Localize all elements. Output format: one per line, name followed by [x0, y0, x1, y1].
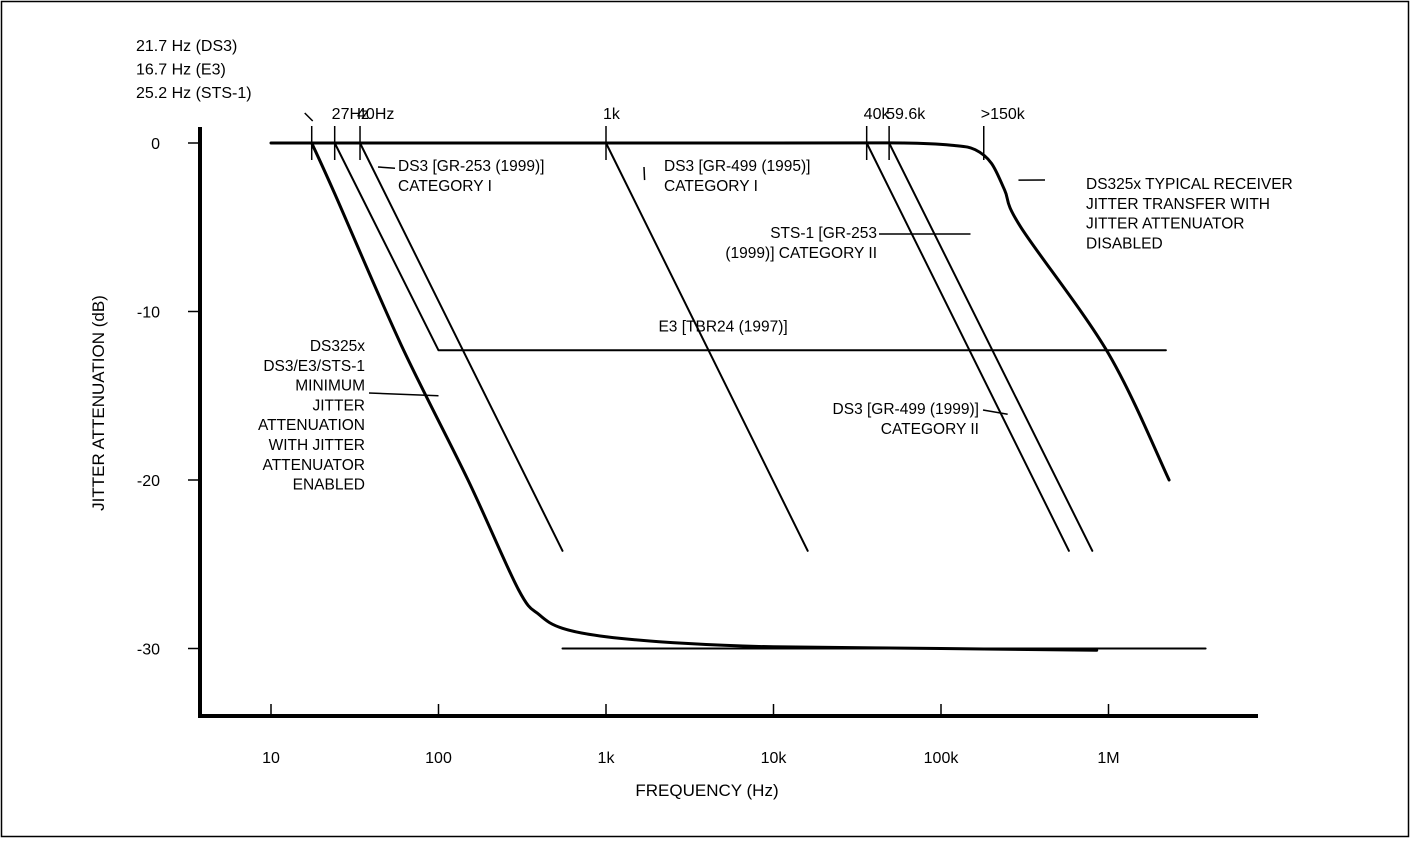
annotation-line: CATEGORY I — [398, 178, 492, 195]
series-sts-1-gr-253-1999-category-ii — [867, 143, 1069, 551]
annotation-line: E3 [TBR24 (1997)] — [658, 319, 787, 336]
annotation-ds325x: DS325x DS3/E3/STS-1 MINIMUM JITTER ATTENUATI… — [258, 338, 439, 494]
x-tick-label: 100 — [425, 750, 452, 767]
annotation-line: JITTER TRANSFER WITH — [1086, 196, 1270, 213]
y-tick-label: -10 — [137, 305, 160, 322]
y-axis-title: JITTER ATTENUATION (dB) — [89, 295, 108, 511]
x-tick-label: 100k — [924, 750, 960, 767]
annotation-line: MINIMUM — [295, 378, 365, 395]
annotation-line: WITH JITTER — [269, 437, 365, 454]
annotation-line: JITTER ATTENUATOR — [1086, 216, 1244, 233]
annotation-line: DS3 [GR-499 (1999)] — [833, 401, 979, 418]
frequency-marker-label: 40Hz — [357, 106, 394, 123]
annotation-line: DS3 [GR-499 (1995)] — [664, 158, 810, 175]
series-lines — [271, 143, 1206, 650]
annotation-line: CATEGORY II — [881, 421, 979, 438]
annotation-leader — [378, 167, 395, 168]
annotation-ds3-gr-499-1995: DS3 [GR-499 (1995)] CATEGORY I — [644, 158, 810, 195]
frequency-marker-label: 1k — [603, 106, 621, 123]
annotation-line: ATTENUATOR — [263, 457, 365, 474]
corner-label-leader — [305, 113, 313, 121]
corner-frequency-label: 16.7 Hz (E3) — [136, 62, 226, 79]
y-tick-label: -30 — [137, 642, 160, 659]
annotation-line: ATTENUATION — [258, 417, 365, 434]
y-tick-label: -20 — [137, 473, 160, 490]
series-ds3-gr-499-1995-category-i — [606, 143, 808, 551]
annotation-line: DS3/E3/STS-1 — [263, 358, 365, 375]
x-tick-label: 10k — [761, 750, 788, 767]
annotation-leader — [369, 393, 439, 396]
annotation-line: DS325x — [310, 338, 365, 355]
x-tick-label: 1k — [598, 750, 616, 767]
annotation-line: DS325x TYPICAL RECEIVER — [1086, 176, 1293, 193]
annotation-leader — [644, 167, 645, 180]
series-ds3-gr-499-1999-category-ii — [889, 143, 1092, 551]
annotation-leader — [983, 410, 1008, 414]
corner-frequency-label: 25.2 Hz (STS-1) — [136, 85, 252, 102]
frequency-marker-label: >150k — [981, 106, 1026, 123]
annotation-e3-tbr24-1997: E3 [TBR24 (1997)] — [658, 319, 787, 336]
y-tick-label: 0 — [151, 136, 160, 153]
annotation-ds3-gr-499-1999: DS3 [GR-499 (1999)] CATEGORY II — [833, 401, 1008, 438]
frequency-marker-label: 59.6k — [886, 106, 926, 123]
annotation-line: ENABLED — [293, 477, 365, 494]
x-tick-label: 1M — [1097, 750, 1119, 767]
annotation-line: (1999)] CATEGORY II — [725, 245, 877, 262]
annotation-ds325x-typical-receiver: DS325x TYPICAL RECEIVER JITTER TRANSFER W… — [1018, 176, 1292, 252]
series-ds3-gr-253-1999-category-i — [360, 143, 563, 551]
annotation-line: STS-1 [GR-253 — [770, 225, 877, 242]
series-ds325x-ds3-e3-sts-1-minimum-jitter-attenuation-with-jitter-attenuator-enabled — [312, 143, 1097, 650]
annotation-line: DISABLED — [1086, 235, 1163, 252]
x-axis-title: FREQUENCY (Hz) — [635, 781, 778, 800]
corner-frequency-label: 21.7 Hz (DS3) — [136, 38, 237, 55]
annotation-line: JITTER — [312, 397, 365, 414]
annotation-ds3-gr-253-1999: DS3 [GR-253 (1999)] CATEGORY I — [378, 158, 544, 195]
annotation-line: DS3 [GR-253 (1999)] — [398, 158, 544, 175]
annotation-line: CATEGORY I — [664, 178, 758, 195]
x-tick-label: 10 — [262, 750, 280, 767]
